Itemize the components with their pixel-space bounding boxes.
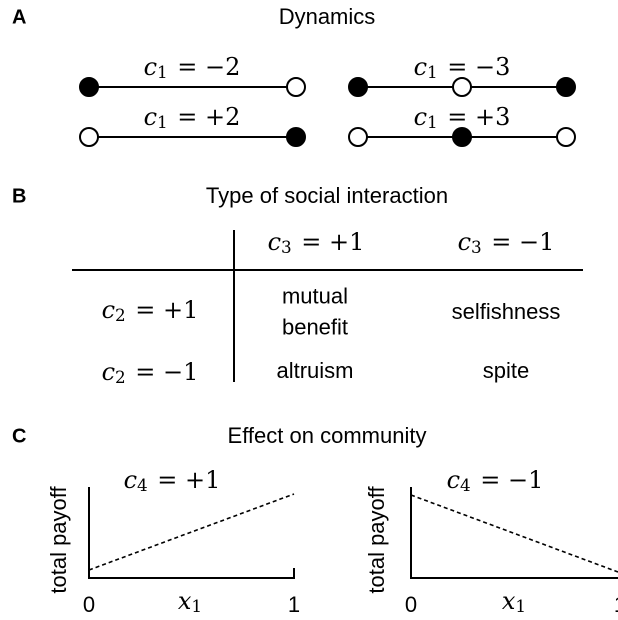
relation: = +1 (157, 466, 220, 494)
subscript: 1 (427, 62, 438, 82)
symbol: c (144, 53, 157, 81)
panel-title: Type of social interaction (206, 183, 448, 208)
subscript: 3 (471, 237, 482, 257)
math-label: c1 = −3 (414, 53, 511, 82)
relation: = −2 (177, 53, 240, 81)
table-cell: spite (483, 358, 529, 383)
math-label: c1 = +2 (144, 103, 241, 132)
table-cell: benefit (282, 314, 348, 339)
symbol: c (102, 296, 115, 324)
relation: = +1 (135, 296, 198, 324)
math-label: c3 = −1 (458, 228, 555, 257)
relation: = +3 (447, 103, 510, 131)
y-axis-label: total payoff (364, 486, 389, 594)
relation: = −3 (447, 53, 510, 81)
panel-title: Dynamics (279, 4, 376, 29)
x-tick-label: 1 (614, 592, 618, 617)
relation: = −1 (135, 358, 198, 386)
panel-letter: C (12, 425, 26, 447)
symbol: c (447, 466, 460, 494)
math-label: x1 (178, 587, 202, 616)
subscript: 2 (115, 367, 126, 387)
x-tick-label: 1 (288, 592, 300, 617)
math-label: c2 = +1 (102, 296, 199, 325)
symbol: c (102, 358, 115, 386)
x-tick-label: 0 (405, 592, 417, 617)
subscript: 1 (515, 596, 526, 616)
symbol: c (414, 103, 427, 131)
y-axis-label: total payoff (46, 486, 71, 594)
subscript: 1 (157, 112, 168, 132)
dynamics-diagram (79, 77, 576, 147)
panel-letter: B (12, 185, 26, 207)
symbol: c (458, 228, 471, 256)
panel-title: Effect on community (228, 423, 427, 448)
relation: = +2 (177, 103, 240, 131)
math-label: c1 = +3 (414, 103, 511, 132)
subscript: 1 (427, 112, 438, 132)
math-label: c4 = +1 (124, 466, 221, 495)
symbol: x (502, 587, 516, 615)
math-label: c2 = −1 (102, 358, 199, 387)
symbol: c (124, 466, 137, 494)
math-label: c3 = +1 (268, 228, 365, 257)
subscript: 1 (157, 62, 168, 82)
symbol: c (414, 53, 427, 81)
panel-letter: A (12, 6, 26, 28)
payoff-plot (410, 487, 618, 579)
table-cell: altruism (276, 358, 353, 383)
symbol: x (178, 587, 192, 615)
math-label: x1 (502, 587, 526, 616)
math-label: c4 = −1 (447, 466, 544, 495)
math-label: c1 = −2 (144, 53, 241, 82)
symbol: c (144, 103, 157, 131)
subscript: 1 (191, 596, 202, 616)
table-cell: mutual (282, 283, 348, 308)
relation: = −1 (480, 466, 543, 494)
relation: = −1 (491, 228, 554, 256)
subscript: 4 (460, 475, 471, 495)
payoff-plot (88, 487, 295, 579)
symbol: c (268, 228, 281, 256)
subscript: 3 (281, 237, 292, 257)
subscript: 4 (137, 475, 148, 495)
relation: = +1 (301, 228, 364, 256)
subscript: 2 (115, 305, 126, 325)
table-cell: selfishness (452, 299, 561, 324)
x-tick-label: 0 (83, 592, 95, 617)
